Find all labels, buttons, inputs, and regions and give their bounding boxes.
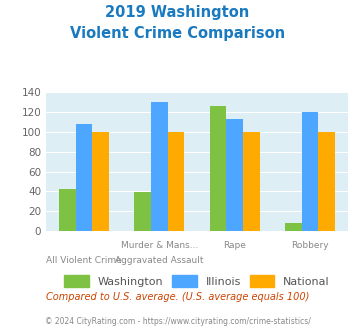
Bar (226, 119, 243, 231)
Text: Aggravated Assault: Aggravated Assault (115, 256, 203, 265)
Legend: Washington, Illinois, National: Washington, Illinois, National (64, 275, 330, 287)
Bar (151, 102, 168, 231)
Text: Murder & Mans...: Murder & Mans... (121, 241, 198, 250)
Bar (210, 106, 226, 231)
Bar (302, 112, 318, 231)
Text: 2019 Washington: 2019 Washington (105, 5, 250, 20)
Text: © 2024 CityRating.com - https://www.cityrating.com/crime-statistics/: © 2024 CityRating.com - https://www.city… (45, 317, 310, 326)
Bar (285, 223, 302, 231)
Bar (76, 124, 92, 231)
Text: Violent Crime Comparison: Violent Crime Comparison (70, 26, 285, 41)
Text: All Violent Crime: All Violent Crime (46, 256, 122, 265)
Text: Rape: Rape (223, 241, 246, 250)
Bar (318, 132, 335, 231)
Bar (59, 189, 76, 231)
Bar (168, 132, 184, 231)
Bar (135, 192, 151, 231)
Bar (243, 132, 260, 231)
Text: Compared to U.S. average. (U.S. average equals 100): Compared to U.S. average. (U.S. average … (46, 292, 309, 302)
Text: Robbery: Robbery (291, 241, 329, 250)
Bar (92, 132, 109, 231)
